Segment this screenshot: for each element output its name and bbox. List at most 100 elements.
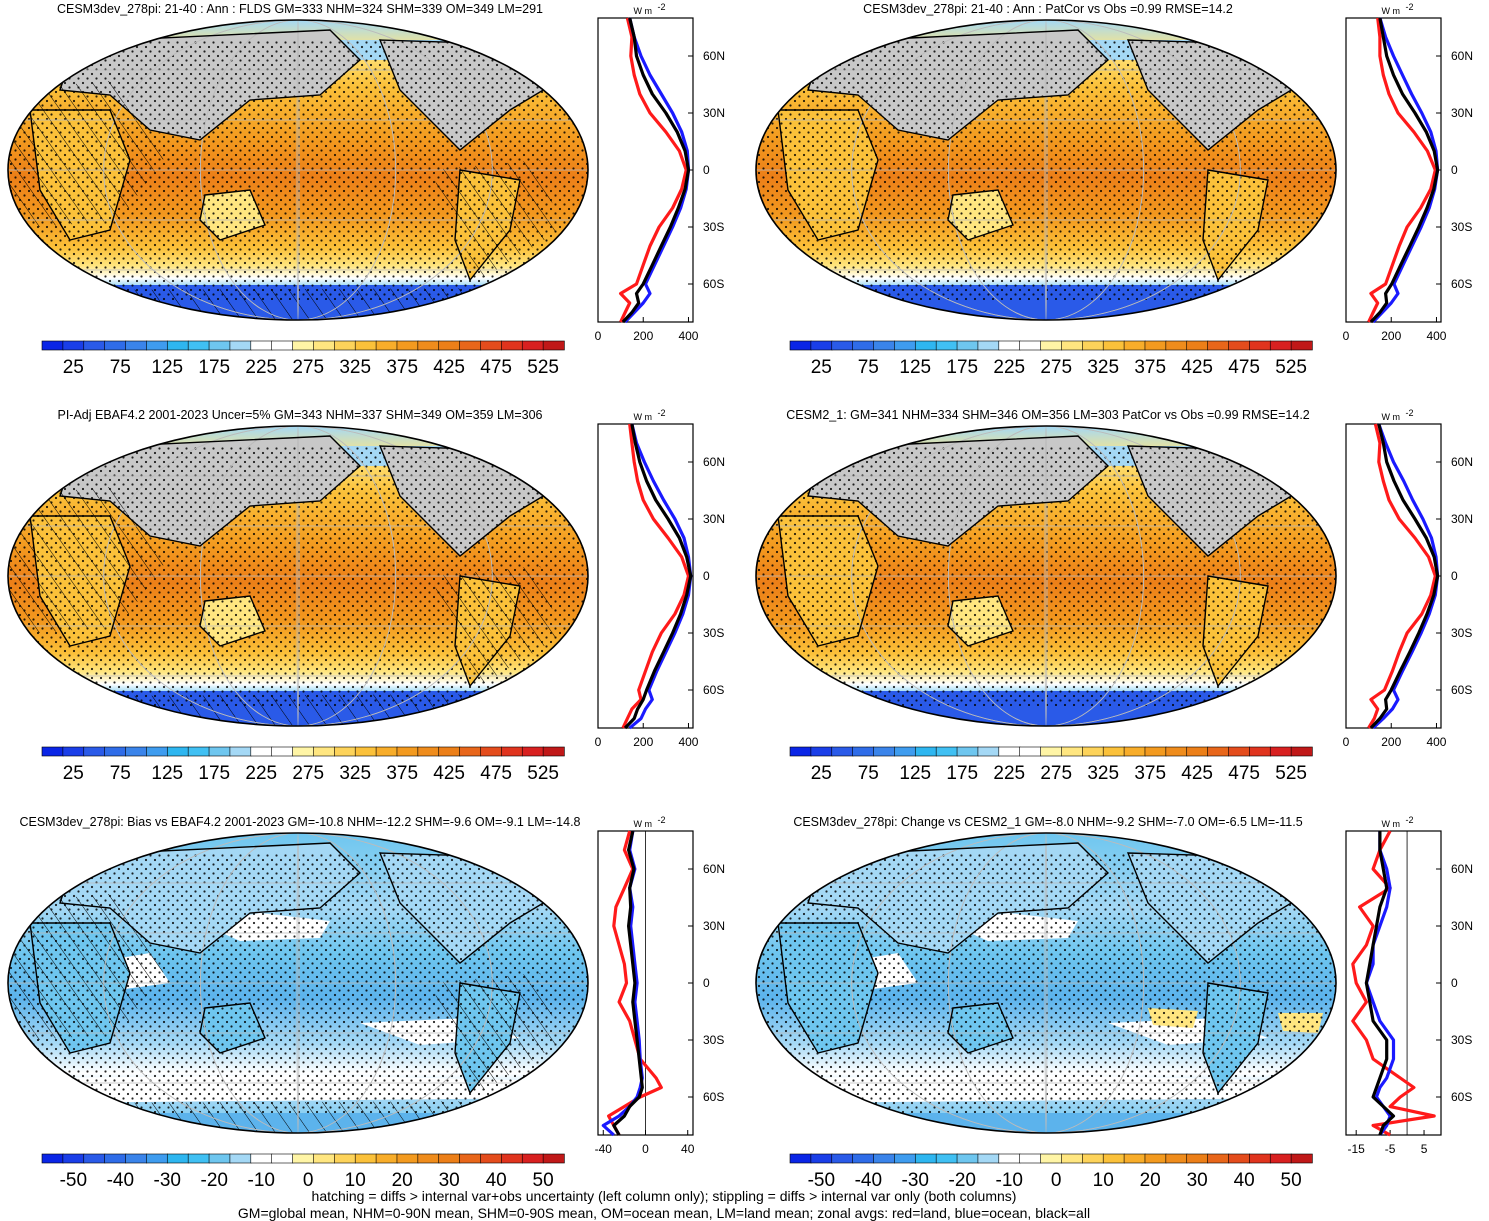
colorbar-swatch <box>83 340 106 351</box>
land-greenland <box>470 20 540 48</box>
colorbar-tick-label: 325 <box>1087 763 1119 784</box>
hatching-region <box>60 1101 560 1133</box>
colorbar-swatch <box>542 746 565 757</box>
profile-x-tick-label: 200 <box>1381 329 1401 343</box>
colorbar-swatch <box>1123 340 1146 351</box>
profile-line-all <box>621 17 691 324</box>
colorbar-tick-label: -30 <box>902 1170 929 1191</box>
colorbar: 25 75 125 175 225 275 325 375 425 475 525 <box>41 746 565 784</box>
colorbar-tick-label: 50 <box>533 1170 554 1191</box>
colorbar-swatch <box>104 746 127 757</box>
profile-x-tick-label: 400 <box>678 735 698 749</box>
panel-5: CESM3dev_278pi: Bias vs EBAF4.2 2001-202… <box>7 815 725 1191</box>
colorbar-swatch <box>396 340 419 351</box>
colorbar-swatch <box>1102 340 1125 351</box>
colorbar-swatch <box>104 1153 127 1164</box>
colorbar-tick-label: -40 <box>855 1170 882 1191</box>
colorbar-tick-label: 125 <box>899 357 931 378</box>
profile-y-tick-label: 30S <box>1451 1033 1472 1047</box>
graticule-meridian <box>1044 426 1048 726</box>
map-border <box>755 832 1337 1134</box>
colorbar-swatch <box>998 1153 1021 1164</box>
colorbar-swatch <box>459 340 482 351</box>
profile-frame <box>1345 17 1442 323</box>
profile-unit: W m <box>634 6 653 16</box>
colorbar-swatch <box>396 746 419 757</box>
panel-title: CESM3dev_278pi: Bias vs EBAF4.2 2001-202… <box>19 815 580 829</box>
profile-y-tick-label: 0 <box>703 569 710 583</box>
colorbar-swatch <box>789 1153 812 1164</box>
colorbar-swatch <box>1269 340 1292 351</box>
colorbar-swatch <box>501 340 523 351</box>
colorbar-swatch <box>521 1153 544 1164</box>
profile-y-tick-label: 0 <box>1451 163 1458 177</box>
colorbar-tick-label: 30 <box>439 1170 460 1191</box>
zonal-profile: W m -2 0 200 400 60N 30N 0 30S 60S <box>1343 408 1473 749</box>
colorbar-swatch <box>208 340 231 351</box>
colorbar-swatch <box>83 746 106 757</box>
colorbar-tick-label: 375 <box>386 763 418 784</box>
profile-unit-exponent: -2 <box>1406 408 1414 418</box>
colorbar-swatch <box>977 746 1000 757</box>
colorbar-swatch <box>956 746 979 757</box>
colorbar-swatch <box>935 340 958 351</box>
profile-unit-exponent: -2 <box>658 408 666 418</box>
map <box>755 425 1337 727</box>
colorbar-swatch <box>438 340 461 351</box>
land-greenland <box>470 426 540 454</box>
colorbar-swatch <box>459 746 482 757</box>
colorbar-swatch <box>229 340 252 351</box>
colorbar-swatch <box>1102 1153 1125 1164</box>
colorbar-tick-label: -40 <box>107 1170 134 1191</box>
graticule-meridian <box>296 833 300 1133</box>
colorbar-swatch <box>1186 1153 1209 1164</box>
profile-y-tick-label: 30S <box>703 626 724 640</box>
colorbar-swatch <box>480 1153 503 1164</box>
panel-title: CESM3dev_278pi: 21-40 : Ann : FLDS GM=33… <box>57 2 543 16</box>
colorbar-swatch <box>1082 746 1104 757</box>
profile-y-tick-label: 60S <box>703 277 724 291</box>
colorbar-swatch <box>187 746 210 757</box>
map <box>755 19 1337 321</box>
colorbar-tick-label: 425 <box>1181 357 1213 378</box>
profile-y-tick-label: 0 <box>1451 976 1458 990</box>
map <box>7 19 589 321</box>
colorbar-swatch <box>873 340 896 351</box>
coastline <box>777 922 879 1054</box>
colorbar-swatch <box>1082 340 1104 351</box>
colorbar-tick-label: 325 <box>1087 357 1119 378</box>
profile-x-tick-label: 400 <box>1426 735 1446 749</box>
colorbar-swatch <box>1228 340 1251 351</box>
colorbar-tick-label: 75 <box>110 357 131 378</box>
panel-title: CESM3dev_278pi: 21-40 : Ann : PatCor vs … <box>863 2 1233 16</box>
profile-y-tick-label: 30N <box>703 512 725 526</box>
colorbar-swatch <box>417 746 440 757</box>
profile-line-land <box>618 17 688 323</box>
panel-2: CESM3dev_278pi: 21-40 : Ann : PatCor vs … <box>755 2 1473 378</box>
profile-unit: W m <box>634 412 653 422</box>
colorbar-swatch <box>1102 746 1125 757</box>
coastline <box>199 595 266 647</box>
colorbar-swatch <box>125 746 148 757</box>
zonal-profile: W m -2 0 200 400 60N 30N 0 30S 60S <box>595 408 725 749</box>
colorbar-swatch <box>354 340 377 351</box>
colorbar-swatch <box>1165 1153 1188 1164</box>
graticule-meridian <box>199 426 397 726</box>
profile-y-tick-label: 60N <box>703 455 725 469</box>
map-field <box>8 833 588 1133</box>
graticule-meridian <box>851 833 1241 1133</box>
colorbar-swatch <box>542 340 565 351</box>
colorbar-tick-label: 475 <box>480 763 512 784</box>
colorbar-swatch <box>1061 746 1084 757</box>
colorbar: 25 75 125 175 225 275 325 375 425 475 525 <box>789 340 1313 378</box>
coastline <box>1202 169 1269 282</box>
profile-line-all <box>623 423 693 730</box>
profile-line-all <box>612 830 644 1136</box>
map-field <box>756 426 1336 726</box>
colorbar-swatch <box>62 746 85 757</box>
panel-4: CESM2_1: GM=341 NHM=334 SHM=346 OM=356 L… <box>755 408 1473 784</box>
colorbar-swatch <box>977 1153 1000 1164</box>
graticule-meridian <box>103 426 493 726</box>
colorbar-swatch <box>62 1153 85 1164</box>
